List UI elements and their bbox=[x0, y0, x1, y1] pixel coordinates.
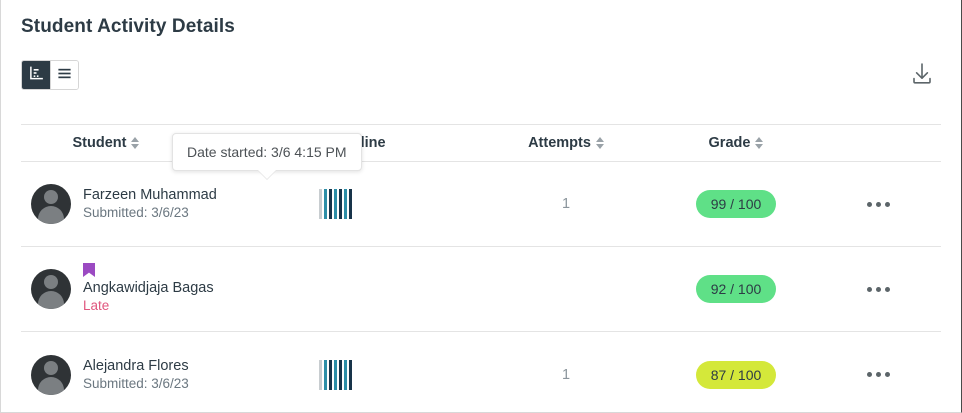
table-row[interactable]: Farzeen Muhammad Submitted: 3/6/23 1 99 / 1… bbox=[21, 162, 941, 247]
timeline-sparkline[interactable] bbox=[319, 189, 352, 219]
kebab-menu-icon[interactable] bbox=[861, 366, 896, 383]
timeline-bar bbox=[319, 189, 322, 219]
student-activity-table: Student Timeline Attempts Grade bbox=[21, 124, 941, 412]
column-header-student[interactable]: Student bbox=[21, 135, 271, 151]
column-header-grade[interactable]: Grade bbox=[709, 135, 764, 151]
timeline-bar bbox=[324, 359, 327, 390]
sort-icon[interactable] bbox=[131, 137, 140, 149]
column-header-student-label: Student bbox=[72, 135, 127, 151]
cell-actions bbox=[816, 196, 941, 213]
table-body: Farzeen Muhammad Submitted: 3/6/23 1 99 / 1… bbox=[21, 162, 941, 412]
timeline-bar bbox=[334, 359, 337, 390]
table-header-row: Student Timeline Attempts Grade bbox=[21, 124, 941, 162]
list-view-button[interactable] bbox=[50, 61, 78, 89]
download-icon bbox=[908, 60, 936, 91]
timeline-bar bbox=[344, 189, 347, 219]
header-cell-attempts: Attempts bbox=[476, 135, 656, 151]
timeline-bar bbox=[339, 359, 342, 390]
student-meta: Angkawidjaja Bagas Late bbox=[83, 263, 214, 315]
bookmark-icon bbox=[83, 263, 214, 277]
student-status: Late bbox=[83, 298, 110, 313]
kebab-menu-icon[interactable] bbox=[861, 196, 896, 213]
bar-chart-icon bbox=[29, 66, 44, 84]
grade-badge[interactable]: 87 / 100 bbox=[696, 360, 776, 389]
timeline-bar bbox=[329, 189, 332, 219]
cell-timeline bbox=[271, 189, 476, 219]
student-name[interactable]: Alejandra Flores bbox=[83, 357, 189, 374]
attempts-value: 1 bbox=[561, 366, 571, 383]
avatar bbox=[31, 269, 71, 309]
cell-grade: 87 / 100 bbox=[656, 360, 816, 389]
column-header-attempts[interactable]: Attempts bbox=[528, 135, 604, 151]
timeline-tooltip: Date started: 3/6 4:15 PM bbox=[172, 133, 362, 180]
cell-actions bbox=[816, 281, 941, 298]
timeline-bar bbox=[329, 359, 332, 390]
cell-attempts: 1 bbox=[476, 196, 656, 212]
tooltip-arrow-inner bbox=[256, 169, 277, 179]
column-header-attempts-label: Attempts bbox=[528, 135, 591, 151]
avatar bbox=[31, 354, 71, 395]
student-status: Submitted: 3/6/23 bbox=[83, 205, 189, 220]
cell-student: Alejandra Flores Submitted: 3/6/23 bbox=[21, 354, 271, 395]
student-status: Submitted: 3/6/23 bbox=[83, 375, 189, 391]
page-title: Student Activity Details bbox=[21, 16, 235, 37]
grade-badge[interactable]: 99 / 100 bbox=[696, 190, 776, 218]
student-name[interactable]: Angkawidjaja Bagas bbox=[83, 280, 214, 296]
timeline-bar bbox=[324, 189, 327, 219]
cell-grade: 92 / 100 bbox=[656, 275, 816, 303]
download-button[interactable] bbox=[905, 58, 939, 92]
cell-actions bbox=[816, 366, 941, 383]
cell-timeline bbox=[271, 359, 476, 390]
table-row[interactable]: Alejandra Flores Submitted: 3/6/23 1 87 / 1… bbox=[21, 332, 941, 412]
attempts-value: 1 bbox=[561, 196, 571, 212]
bar-chart-view-button[interactable] bbox=[22, 61, 50, 89]
cell-student: Angkawidjaja Bagas Late bbox=[21, 263, 271, 315]
header-cell-grade: Grade bbox=[656, 135, 816, 151]
view-toggle-group[interactable] bbox=[21, 60, 79, 90]
avatar bbox=[31, 184, 71, 224]
timeline-bar bbox=[349, 189, 352, 219]
list-icon bbox=[57, 66, 72, 84]
timeline-bar bbox=[334, 189, 337, 219]
student-meta: Alejandra Flores Submitted: 3/6/23 bbox=[83, 357, 189, 393]
column-header-grade-label: Grade bbox=[708, 135, 751, 151]
table-row[interactable]: Angkawidjaja Bagas Late 92 / 100 bbox=[21, 247, 941, 332]
header-cell-student: Student bbox=[21, 135, 271, 151]
timeline-bar bbox=[344, 359, 347, 390]
tooltip-text: Date started: 3/6 4:15 PM bbox=[187, 144, 347, 160]
sort-icon[interactable] bbox=[755, 137, 764, 149]
timeline-sparkline[interactable] bbox=[319, 359, 352, 390]
cell-grade: 99 / 100 bbox=[656, 190, 816, 218]
kebab-menu-icon[interactable] bbox=[861, 281, 896, 298]
timeline-bar bbox=[349, 359, 352, 390]
cell-student: Farzeen Muhammad Submitted: 3/6/23 bbox=[21, 184, 271, 224]
student-meta: Farzeen Muhammad Submitted: 3/6/23 bbox=[83, 186, 217, 222]
student-name[interactable]: Farzeen Muhammad bbox=[83, 187, 217, 203]
grade-badge[interactable]: 92 / 100 bbox=[696, 275, 776, 303]
cell-attempts: 1 bbox=[476, 367, 656, 383]
sort-icon[interactable] bbox=[595, 137, 604, 149]
timeline-bar bbox=[339, 189, 342, 219]
timeline-bar bbox=[319, 359, 322, 390]
